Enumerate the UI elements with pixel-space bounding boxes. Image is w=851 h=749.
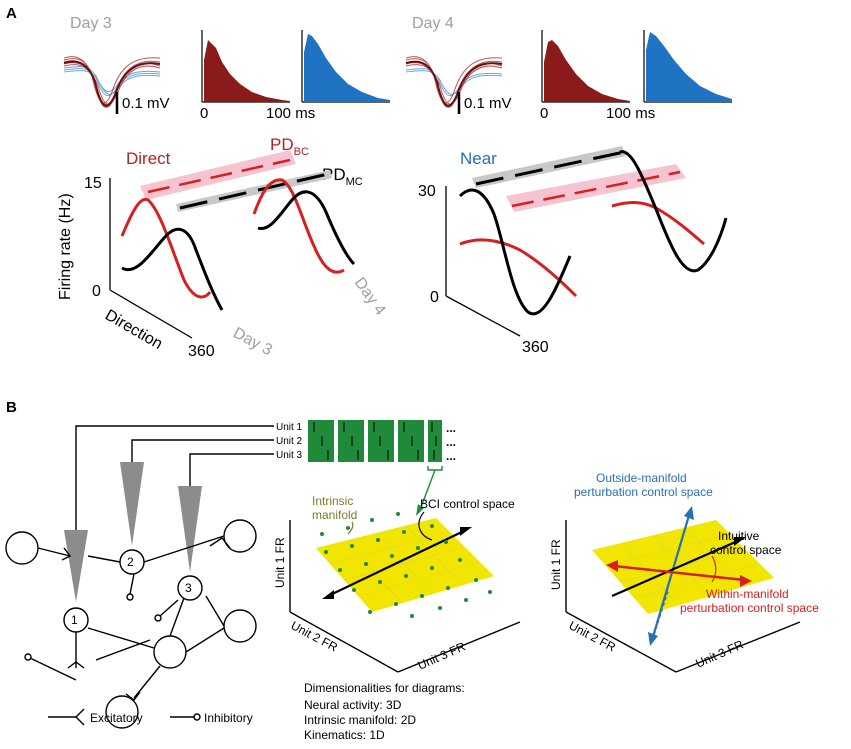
- neuron-2-label: 2: [127, 555, 134, 569]
- right-y-min: 0: [430, 289, 439, 306]
- dimensionalities-note: Dimensionalities for diagrams: Neural ac…: [304, 681, 465, 742]
- day4-label: Day 4: [412, 15, 454, 32]
- intrinsic-manifold-diagram: Unit 1 FR Unit 2 FR Unit 3 FR Intrinsic …: [273, 466, 521, 673]
- dim-neural: Neural activity: 3D: [304, 698, 402, 712]
- dim-manifold: Intrinsic manifold: 2D: [304, 713, 416, 727]
- day4-red-histogram: 0 100 ms: [540, 30, 655, 122]
- right-y-max: 30: [418, 183, 436, 200]
- bci-control-space-label: BCI control space: [420, 497, 515, 511]
- direction-xlabel: Direction: [102, 307, 165, 353]
- intrinsic-label: Intrinsic: [312, 494, 353, 508]
- day4-blue-histogram: [643, 30, 732, 103]
- manifold-label: manifold: [312, 508, 357, 522]
- day3-label: Day 3: [70, 15, 112, 32]
- day3-hist-end: 100 ms: [266, 105, 315, 122]
- right-axis-unit1: Unit 1 FR: [549, 539, 563, 590]
- day3-hist-start: 0: [200, 105, 208, 122]
- dim-heading: Dimensionalities for diagrams:: [304, 681, 465, 695]
- firing-rate-ylabel: Firing rate (Hz): [57, 193, 74, 300]
- neuron-1-label: 1: [71, 613, 78, 627]
- within-manifold-line1: Within-manifold: [706, 587, 789, 601]
- unit-1-label: Unit 1: [276, 422, 303, 433]
- legend-inhibitory: Inhibitory: [204, 711, 253, 725]
- mid-axis-unit2: Unit 2 FR: [289, 618, 341, 654]
- neuron-3-label: 3: [185, 581, 192, 595]
- near-title: Near: [460, 149, 497, 168]
- right-axis-unit3: Unit 3 FR: [694, 637, 746, 671]
- day3-scale-bar: 0.1 mV: [122, 95, 170, 112]
- near-firing-plot: Near 30 0 360: [418, 146, 728, 356]
- day4-waveforms: Day 4 0.1 mV: [405, 15, 512, 114]
- mid-axis-unit1: Unit 1 FR: [273, 537, 287, 588]
- raster-ellipsis-1: ...: [446, 421, 456, 435]
- unit-labels: Unit 1 Unit 2 Unit 3: [276, 422, 303, 461]
- mid-axis-unit3: Unit 3 FR: [416, 639, 468, 673]
- pd-mc-label: PDMC: [322, 165, 363, 188]
- dim-kinematics: Kinematics: 1D: [304, 728, 385, 742]
- raster-ellipsis-2: ...: [446, 435, 456, 449]
- left-y-max: 15: [84, 175, 102, 192]
- day3-blue-histogram: [301, 30, 390, 103]
- left-x-max: 360: [188, 343, 215, 360]
- within-manifold-line2: perturbation control space: [680, 601, 819, 615]
- outside-manifold-line2: perturbation control space: [574, 485, 713, 499]
- direct-title: Direct: [126, 149, 171, 168]
- neural-circuit: [5, 425, 274, 729]
- day4-scale-bar: 0.1 mV: [464, 95, 512, 112]
- day4-hist-start: 0: [540, 105, 548, 122]
- perturbation-diagram: Outside-manifold perturbation control sp…: [549, 471, 819, 673]
- intuitive-line2: control space: [710, 543, 782, 557]
- pd-bc-label: PDBC: [270, 135, 309, 158]
- panel-b-letter: B: [6, 399, 17, 416]
- legend-excitatory: Excitatory: [90, 711, 143, 725]
- day3-waveforms: Day 3 0.1 mV: [63, 15, 170, 114]
- raster-ellipsis-3: ...: [446, 449, 456, 463]
- outside-manifold-line1: Outside-manifold: [596, 471, 687, 485]
- unit-2-label: Unit 2: [276, 436, 303, 447]
- day3-axis-label: Day 3: [230, 325, 275, 360]
- day4-hist-end: 100 ms: [606, 105, 655, 122]
- panel-a-letter: A: [6, 5, 17, 22]
- day3-red-histogram: 0 100 ms: [200, 30, 315, 122]
- circuit-legend: Excitatory Inhibitory: [48, 708, 253, 726]
- unit-3-label: Unit 3: [276, 450, 303, 461]
- spike-raster: ... ... ...: [308, 420, 456, 463]
- intuitive-line1: Intuitive: [718, 529, 760, 543]
- left-y-min: 0: [92, 283, 101, 300]
- direct-firing-plot: Direct PDBC PDMC Firing rate (Hz) 15 0 D…: [57, 135, 389, 360]
- right-x-max: 360: [522, 339, 549, 356]
- day4-axis-label: Day 4: [351, 275, 389, 319]
